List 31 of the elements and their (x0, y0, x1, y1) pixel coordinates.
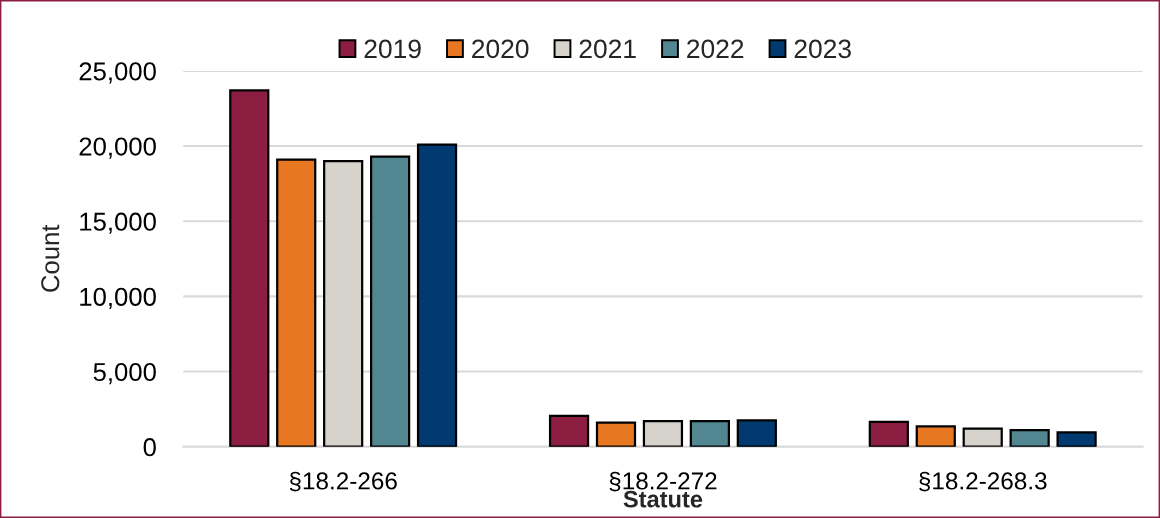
x-axis-title: Statute (623, 490, 703, 508)
legend-label: 2019 (364, 39, 421, 59)
bar (736, 419, 777, 447)
y-axis-title: Count (41, 224, 60, 292)
legend-label: 2021 (579, 39, 636, 59)
bar (548, 414, 590, 447)
y-tick-label: 20,000 (79, 137, 156, 159)
x-tick-label: §18.2-268.3 (919, 471, 1047, 492)
y-tick-label: 0 (143, 438, 156, 457)
bar (915, 425, 956, 447)
y-tick-label: 15,000 (80, 212, 156, 234)
bar (369, 155, 411, 447)
bar (689, 420, 730, 447)
y-tick-label: 25,000 (79, 62, 156, 84)
bar (276, 158, 317, 447)
x-tick-label: §18.2-272 (609, 471, 717, 492)
bar (1056, 431, 1097, 447)
x-tick-label: §18.2-266 (289, 471, 397, 492)
bar (416, 143, 458, 447)
bar (323, 160, 364, 447)
y-tick-label: 10,000 (80, 287, 156, 309)
bar (229, 89, 270, 447)
bar (1009, 429, 1050, 447)
legend-label: 2022 (687, 39, 744, 59)
legend-label: 2023 (794, 39, 851, 59)
legend-label: 2020 (472, 39, 529, 59)
bar (868, 420, 909, 447)
bar (962, 427, 1003, 447)
y-tick-label: 5,000 (93, 362, 156, 385)
bar (642, 420, 684, 447)
bar (595, 421, 637, 447)
